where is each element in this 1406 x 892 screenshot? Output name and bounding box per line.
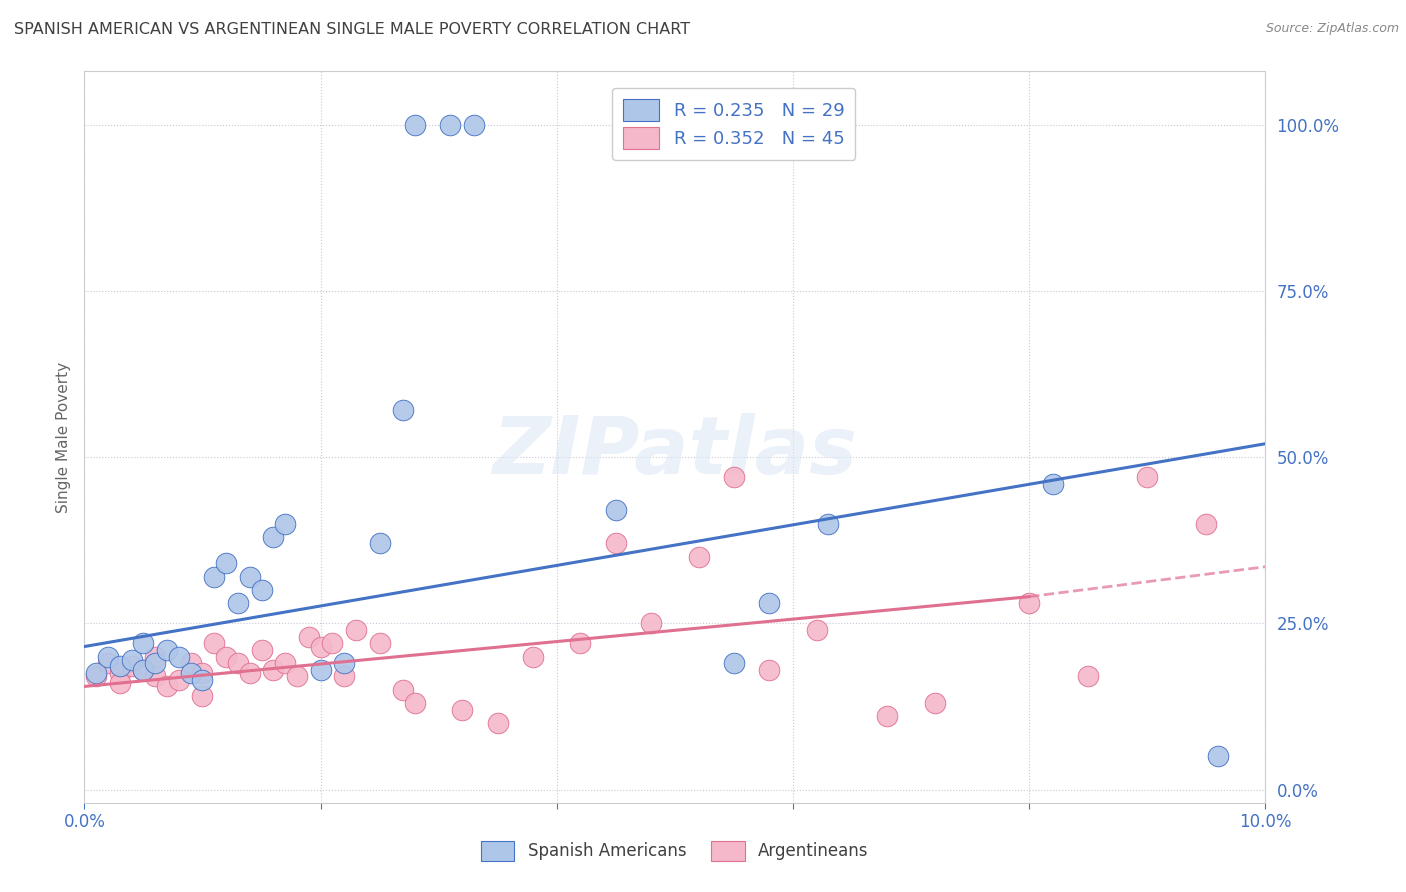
Point: [439, 118, 461, 132]
Point: [309, 640, 332, 654]
Point: [132, 663, 155, 677]
Point: [167, 649, 190, 664]
Point: [333, 656, 356, 670]
Point: [180, 656, 202, 670]
Point: [226, 656, 249, 670]
Point: [226, 596, 249, 610]
Point: [1136, 470, 1159, 484]
Point: [132, 663, 155, 677]
Point: [262, 663, 284, 677]
Point: [309, 663, 332, 677]
Point: [321, 636, 343, 650]
Point: [108, 659, 131, 673]
Point: [298, 630, 321, 644]
Point: [1206, 749, 1229, 764]
Point: [84, 666, 107, 681]
Point: [191, 666, 214, 681]
Point: [202, 636, 225, 650]
Point: [463, 118, 485, 132]
Point: [202, 570, 225, 584]
Point: [486, 716, 509, 731]
Point: [143, 669, 166, 683]
Point: [1195, 516, 1218, 531]
Point: [132, 636, 155, 650]
Point: [143, 649, 166, 664]
Point: [368, 536, 391, 550]
Point: [97, 656, 120, 670]
Point: [84, 669, 107, 683]
Point: [758, 663, 780, 677]
Point: [250, 643, 273, 657]
Point: [392, 682, 415, 697]
Point: [215, 557, 238, 571]
Point: [806, 623, 828, 637]
Point: [156, 680, 179, 694]
Point: [605, 536, 627, 550]
Point: [167, 673, 190, 687]
Point: [605, 503, 627, 517]
Point: [250, 582, 273, 597]
Point: [344, 623, 367, 637]
Point: [191, 690, 214, 704]
Point: [817, 516, 839, 531]
Point: [1077, 669, 1099, 683]
Point: [392, 403, 415, 417]
Point: [274, 516, 297, 531]
Point: [191, 673, 214, 687]
Point: [758, 596, 780, 610]
Point: [876, 709, 898, 723]
Point: [723, 656, 745, 670]
Point: [239, 666, 262, 681]
Text: ZIPatlas: ZIPatlas: [492, 413, 858, 491]
Point: [97, 649, 120, 664]
Point: [274, 656, 297, 670]
Point: [121, 659, 143, 673]
Point: [522, 649, 544, 664]
Point: [180, 666, 202, 681]
Point: [121, 653, 143, 667]
Point: [404, 696, 426, 710]
Point: [1042, 476, 1064, 491]
Point: [215, 649, 238, 664]
Point: [640, 616, 662, 631]
Point: [333, 669, 356, 683]
Text: Source: ZipAtlas.com: Source: ZipAtlas.com: [1265, 22, 1399, 36]
Y-axis label: Single Male Poverty: Single Male Poverty: [56, 361, 72, 513]
Point: [108, 676, 131, 690]
Point: [368, 636, 391, 650]
Point: [723, 470, 745, 484]
Point: [451, 703, 474, 717]
Point: [156, 643, 179, 657]
Point: [143, 656, 166, 670]
Legend: Spanish Americans, Argentineans: Spanish Americans, Argentineans: [474, 834, 876, 868]
Point: [1018, 596, 1040, 610]
Point: [108, 666, 131, 681]
Text: SPANISH AMERICAN VS ARGENTINEAN SINGLE MALE POVERTY CORRELATION CHART: SPANISH AMERICAN VS ARGENTINEAN SINGLE M…: [14, 22, 690, 37]
Point: [404, 118, 426, 132]
Point: [285, 669, 308, 683]
Point: [688, 549, 710, 564]
Point: [569, 636, 592, 650]
Point: [239, 570, 262, 584]
Point: [262, 530, 284, 544]
Point: [924, 696, 946, 710]
